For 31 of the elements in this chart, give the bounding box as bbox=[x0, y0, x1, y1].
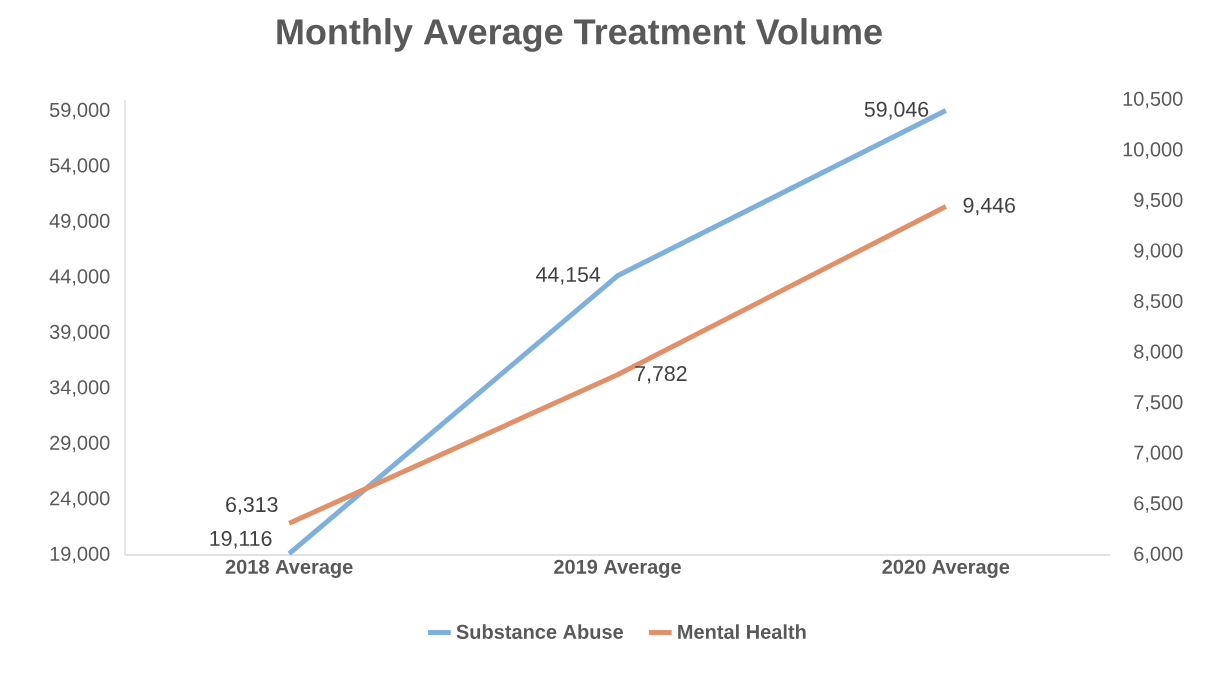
y2-tick-label: 8,500 bbox=[1134, 293, 1183, 311]
data-label: 59,046 bbox=[864, 101, 929, 120]
y-tick-label: 34,000 bbox=[49, 380, 110, 397]
y2-tick-label: 6,500 bbox=[1134, 496, 1183, 513]
data-label: 19,116 bbox=[210, 530, 272, 549]
y2-tick-label: 10,000 bbox=[1123, 142, 1183, 159]
x-tick-label: 2019 Average bbox=[554, 559, 681, 578]
y-tick-label: 59,000 bbox=[49, 102, 110, 120]
x-tick-label: 2020 Average bbox=[882, 559, 1010, 578]
y2-tick-label: 7,000 bbox=[1134, 445, 1183, 463]
y2-tick-label: 10,500 bbox=[1123, 91, 1183, 109]
y2-tick-label: 8,000 bbox=[1134, 344, 1183, 362]
data-label: 9,446 bbox=[963, 197, 1015, 216]
data-label: 6,313 bbox=[226, 497, 278, 515]
y2-tick-label: 7,500 bbox=[1134, 395, 1183, 412]
y2-tick-label: 6,000 bbox=[1134, 546, 1183, 564]
chart-title: Monthly Average Treatment Volume bbox=[277, 18, 882, 52]
y-tick-label: 49,000 bbox=[49, 213, 110, 231]
y-tick-label: 54,000 bbox=[49, 158, 110, 175]
y-tick-label: 19,000 bbox=[50, 546, 110, 564]
data-label: 7,782 bbox=[635, 366, 687, 384]
y-tick-label: 44,000 bbox=[49, 269, 110, 286]
y2-tick-label: 9,500 bbox=[1134, 192, 1183, 210]
legend-label: Substance Abuse bbox=[456, 624, 624, 639]
y-tick-label: 39,000 bbox=[49, 324, 110, 342]
y2-tick-label: 9,000 bbox=[1134, 243, 1183, 260]
x-tick-label: 2018 Average bbox=[225, 559, 353, 578]
legend-label: Mental Health bbox=[678, 624, 806, 639]
y-tick-label: 29,000 bbox=[50, 435, 110, 453]
data-label: 44,154 bbox=[536, 267, 601, 285]
y-tick-label: 24,000 bbox=[50, 491, 110, 508]
